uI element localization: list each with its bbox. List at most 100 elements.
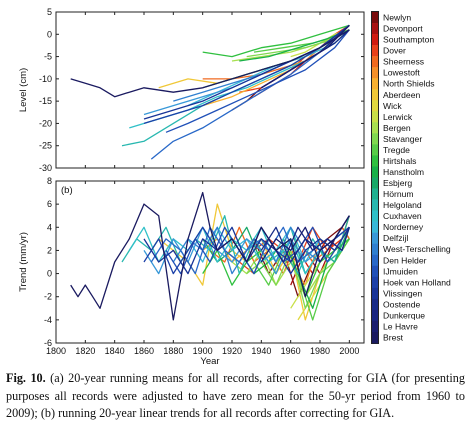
legend-entry: Oostende <box>383 299 420 309</box>
legend-swatch <box>372 12 378 24</box>
legend-swatch <box>372 243 378 256</box>
legend-swatch <box>372 100 378 112</box>
y-tick-label: 5 <box>47 7 52 17</box>
legend-swatch <box>372 78 378 90</box>
legend-swatch <box>372 34 378 46</box>
x-tick-label: 1980 <box>310 346 330 356</box>
legend-entry: Sheerness <box>383 57 424 67</box>
plot-frame <box>55 11 365 169</box>
legend-swatch <box>372 276 378 289</box>
legend-entry: North Shields <box>383 79 435 89</box>
y-tick-label: -5 <box>44 52 52 62</box>
panel-label: (b) <box>61 185 73 196</box>
y-tick-label: 2 <box>47 245 52 255</box>
legend-entry: Hörnum <box>383 189 414 199</box>
legend-swatch <box>372 45 378 57</box>
legend-frame <box>371 11 379 344</box>
legend-swatch <box>372 23 378 35</box>
legend-swatch <box>372 144 378 156</box>
y-tick-label: -25 <box>39 141 52 151</box>
legend-swatch <box>372 177 378 189</box>
x-axis-label: Year <box>200 356 219 365</box>
x-tick-label: 1840 <box>105 346 125 356</box>
legend-swatch <box>372 56 378 68</box>
legend-entry: Devonport <box>383 24 423 34</box>
legend-entry: Southampton <box>383 35 434 45</box>
y-tick-label: -15 <box>39 96 52 106</box>
legend-swatch <box>372 166 378 178</box>
legend-swatch <box>372 89 378 101</box>
y-axis-label: Level (cm) <box>18 68 29 112</box>
legend-entry: Cuxhaven <box>383 211 422 221</box>
legend-swatch <box>372 133 378 145</box>
y-tick-label: -4 <box>44 315 52 325</box>
series-line-den-helder <box>150 24 350 160</box>
legend-entry: Hanstholm <box>383 167 424 177</box>
legend-entry: West-Terschelling <box>383 244 451 254</box>
series-line-ijmuiden <box>165 226 350 275</box>
x-tick-label: 1820 <box>75 346 95 356</box>
legend: NewlynDevonportSouthamptonDoverSheerness… <box>371 11 451 344</box>
legend-entry: Newlyn <box>383 13 411 23</box>
x-tick-label: 1940 <box>251 346 271 356</box>
legend-entry: Aberdeen <box>383 90 420 100</box>
y-tick-label: 4 <box>47 222 52 232</box>
figure-caption: Fig. 10. (a) 20-year running means for a… <box>6 370 465 423</box>
legend-swatch <box>372 155 378 167</box>
series-line-le-havre <box>260 24 350 89</box>
legend-swatch <box>372 309 378 322</box>
legend-swatch <box>372 265 378 278</box>
legend-entry: Helgoland <box>383 200 422 210</box>
series-line-dunkerque <box>268 226 350 263</box>
legend-entry: Le Havre <box>383 321 418 331</box>
plot-frame <box>55 180 365 344</box>
x-tick-label: 1960 <box>281 346 301 356</box>
series-line-hanstholm <box>239 29 350 62</box>
panel-a: 5 0 -5 -10 -15 -20 -25 -30 Level (cm) <box>18 7 365 173</box>
legend-swatch <box>372 210 378 222</box>
legend-swatch <box>372 122 378 134</box>
legend-entry: Hirtshals <box>383 156 416 166</box>
legend-swatch <box>372 320 378 333</box>
x-tick-label: 2000 <box>339 346 359 356</box>
legend-swatch <box>372 199 378 211</box>
series-line-delfzijl <box>143 226 350 275</box>
legend-entry: Dover <box>383 46 406 56</box>
legend-entry: Den Helder <box>383 255 427 265</box>
legend-entry: Bergen <box>383 123 411 133</box>
x-tick-label: 1860 <box>134 346 154 356</box>
legend-entry: Esbjerg <box>383 178 412 188</box>
series-line-brest <box>70 191 350 321</box>
legend-swatch <box>372 254 378 267</box>
y-tick-label: -30 <box>39 163 52 173</box>
legend-entry: Lowestoft <box>383 68 420 78</box>
legend-swatch <box>372 188 378 200</box>
caption-text: (a) 20-year running means for all record… <box>6 371 465 421</box>
y-axis-label: Trend (mm/yr) <box>18 232 29 292</box>
y-tick-label: -2 <box>44 292 52 302</box>
legend-entry: Hoek van Holland <box>383 277 451 287</box>
x-tick-label: 1800 <box>46 346 66 356</box>
legend-swatch <box>372 67 378 79</box>
series-line-hirtshals <box>202 24 350 58</box>
series-line-hoek-van-holland <box>143 24 350 125</box>
y-tick-label: -6 <box>44 338 52 348</box>
legend-entry: Brest <box>383 332 404 342</box>
y-tick-label: -10 <box>39 74 52 84</box>
y-tick-label: 0 <box>47 269 52 279</box>
y-tick-label: 6 <box>47 199 52 209</box>
legend-entry: Vlissingen <box>383 288 422 298</box>
x-tick-label: 1900 <box>193 346 213 356</box>
legend-swatch <box>372 232 378 244</box>
y-tick-label: 8 <box>47 176 52 186</box>
x-tick-label: 1920 <box>222 346 242 356</box>
legend-swatch <box>372 298 378 311</box>
series-line-brest <box>70 29 350 98</box>
x-tick-label: 1880 <box>163 346 183 356</box>
legend-entry: Lerwick <box>383 112 413 122</box>
legend-swatch <box>372 111 378 123</box>
y-tick-label: -20 <box>39 118 52 128</box>
legend-swatch <box>372 331 378 344</box>
legend-entry: Norderney <box>383 222 424 232</box>
